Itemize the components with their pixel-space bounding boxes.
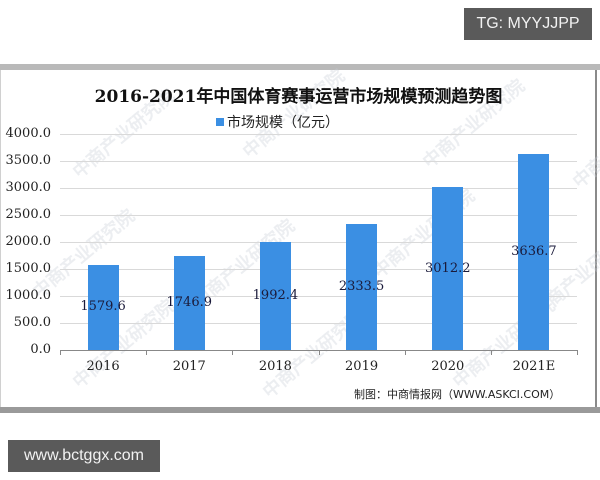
y-tick-label: 2000.0 (5, 234, 52, 249)
y-tick-label: 0.0 (30, 342, 51, 357)
bar-2018 (259, 242, 291, 350)
bar-value-label: 1992.4 (252, 288, 299, 304)
x-tick-label: 2019 (345, 359, 379, 374)
gridline (60, 161, 577, 162)
y-tick-label: 3000.0 (5, 180, 52, 195)
bar-value-label: 1746.9 (166, 294, 213, 310)
bar-value-label: 2333.5 (338, 278, 385, 294)
x-tick-mark (60, 350, 61, 355)
gridline (60, 134, 577, 135)
bar-2016 (87, 264, 119, 350)
x-tick-mark (146, 350, 148, 355)
y-tick-label: 3500.0 (5, 153, 52, 168)
chart-legend: 市场规模（亿元） (216, 112, 339, 132)
gridline (60, 269, 577, 270)
bar-2017 (173, 255, 205, 350)
x-tick-mark (490, 350, 492, 355)
frame-top-band (0, 64, 600, 70)
gridline (60, 323, 577, 324)
x-tick-mark (404, 350, 406, 355)
gridline (60, 188, 577, 189)
bar-value-label: 3636.7 (511, 243, 557, 259)
x-tick-mark (232, 350, 234, 355)
chart-title: 2016-2021年中国体育赛事运营市场规模预测趋势图 (94, 87, 503, 107)
y-tick-label: 500.0 (13, 315, 51, 330)
top-watermark-tag: TG: MYYJJPP (464, 8, 592, 40)
y-tick-label: 1500.0 (5, 261, 52, 276)
bar-2021E (518, 153, 550, 350)
frame-bottom-band (0, 407, 600, 413)
gridline (60, 215, 577, 216)
legend-swatch-icon (216, 118, 224, 126)
bar-2020 (432, 187, 464, 350)
x-tick-label: 2016 (86, 359, 120, 374)
y-tick-label: 2500.0 (5, 207, 52, 222)
bar-2019 (346, 223, 378, 350)
chart-source: 制图：中商情报网（WWW.ASKCI.COM） (354, 388, 561, 401)
bottom-watermark-tag: www.bctggx.com (8, 440, 160, 472)
x-tick-label: 2020 (431, 359, 465, 374)
bar-value-label: 3012.2 (425, 260, 471, 276)
x-tick-mark (318, 350, 320, 355)
x-tick-label: 2017 (172, 359, 206, 374)
y-tick-label: 1000.0 (5, 288, 52, 303)
x-tick-label: 2021E (512, 359, 556, 374)
y-tick-label: 4000.0 (5, 126, 52, 141)
gridline (60, 296, 577, 297)
bar-value-label: 1579.6 (80, 299, 126, 315)
x-tick-label: 2018 (258, 359, 292, 374)
legend-label: 市场规模（亿元） (227, 115, 339, 131)
gridline (60, 242, 577, 243)
x-tick-mark (577, 350, 578, 355)
